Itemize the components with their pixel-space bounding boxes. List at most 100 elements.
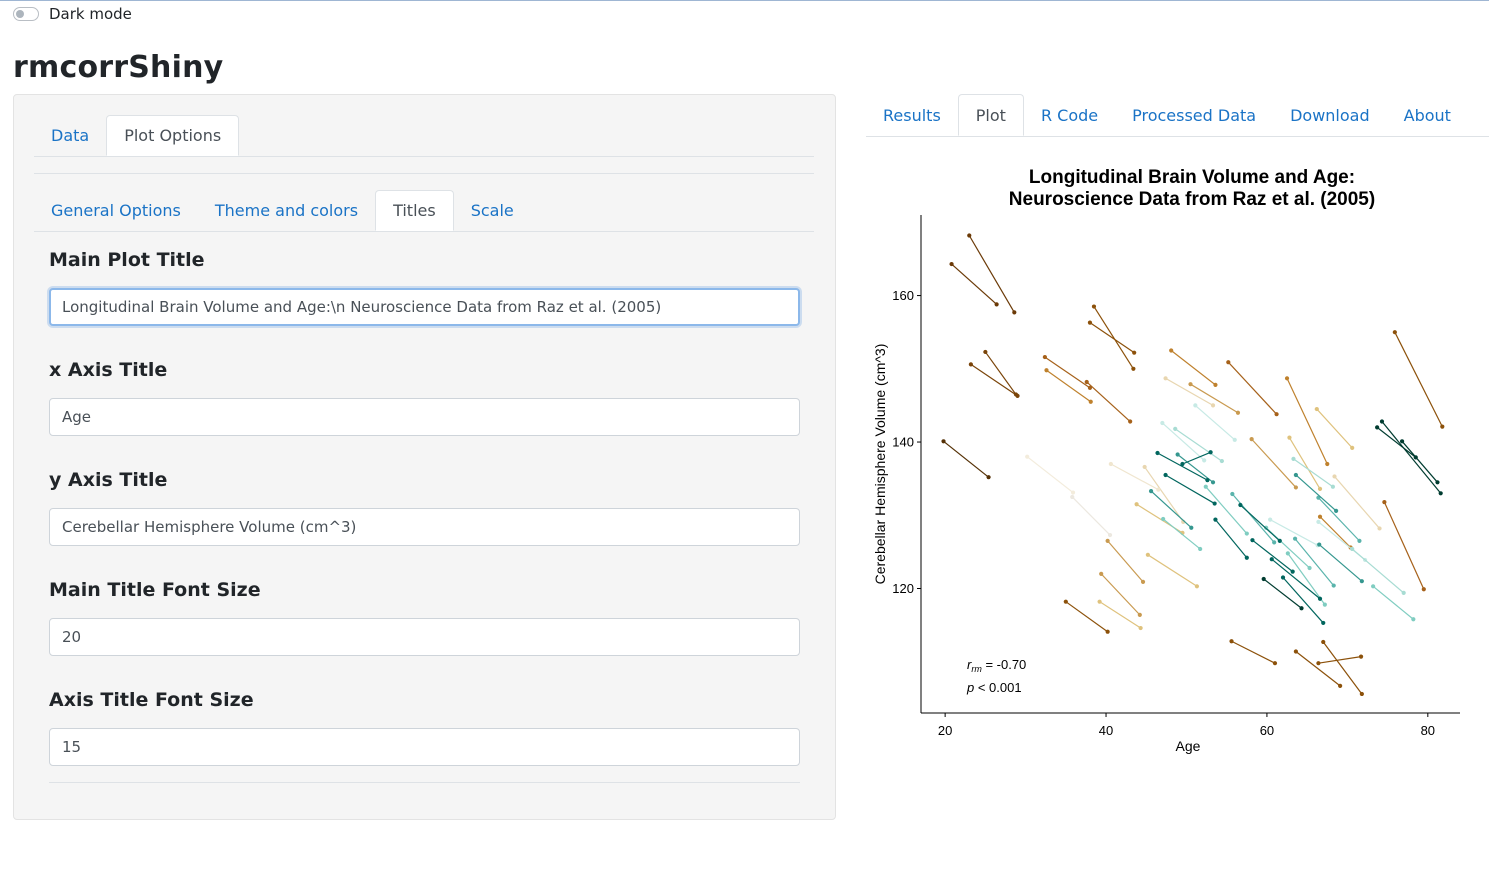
dark-mode-toggle[interactable]: Dark mode [13,5,132,23]
data-point [1042,354,1047,360]
data-point [1299,606,1304,611]
data-point [1156,487,1161,492]
series-51 [1293,472,1339,513]
data-point [1235,410,1241,415]
data-point [1173,426,1178,431]
tab-processed-data[interactable]: Processed Data [1132,105,1257,125]
series-fit-line [1295,651,1341,687]
data-point [1212,501,1217,506]
series-43 [1203,484,1249,536]
tab-separator [34,173,814,174]
series-1 [949,261,999,307]
main-tabs: Results Plot R Code Processed Data Downl… [866,94,1489,137]
data-point [1322,602,1327,607]
series-fit-line [1251,438,1297,488]
data-point [1314,406,1319,412]
series-53 [1175,452,1216,485]
series-15 [1084,379,1133,424]
data-point [1070,494,1075,500]
series-fit-line [1252,539,1294,573]
data-point [1107,532,1113,538]
data-point [983,349,988,355]
series-55 [1155,450,1210,483]
plot-title-line-2: Neuroscience Data from Raz et al. (2005) [1009,189,1375,210]
data-point [1084,379,1089,385]
data-point [1128,419,1133,424]
series-40 [1173,426,1224,464]
tab-results[interactable]: Results [883,105,941,125]
main-title-label: Main Plot Title [49,249,205,271]
data-point [941,439,946,444]
data-point [1272,661,1278,666]
series-9 [1293,649,1343,689]
x-tick-label: 40 [1099,723,1113,738]
data-point [1132,350,1137,355]
series-fit-line [1165,377,1214,406]
series-57 [1238,502,1282,543]
series-fit-line [970,363,1018,397]
subtab-titles[interactable]: Titles [375,190,454,231]
tab-data[interactable]: Data [51,126,90,145]
axis-title-font-size-input[interactable] [49,728,800,766]
data-point [1292,536,1298,541]
data-point [1015,393,1020,398]
series-fit-line [1194,404,1236,441]
data-point [1357,538,1362,543]
toggle-switch[interactable] [13,7,39,21]
tab-plot[interactable]: Plot [957,94,1024,136]
tab-download[interactable]: Download [1290,105,1370,125]
r-value: = -0.70 [982,657,1026,672]
series-21 [1188,382,1241,415]
y-tick-label: 140 [892,435,914,450]
subtab-general-options[interactable]: General Options [51,201,181,220]
series-fit-line [1161,422,1205,461]
series-fit-line [1319,516,1352,548]
subtab-theme-colors[interactable]: Theme and colors [214,201,359,220]
y-axis-title-label: y Axis Title [49,469,168,491]
y-axis-title-input[interactable] [49,508,800,546]
data-point [1097,599,1102,604]
series-10 [1321,639,1364,697]
subtab-scale[interactable]: Scale [470,201,514,220]
data-point [1440,424,1445,429]
data-point [1142,464,1147,470]
series-54 [1317,542,1364,584]
main-title-font-size-input[interactable] [49,618,800,656]
tab-plot-options[interactable]: Plot Options [106,115,240,156]
data-point [1169,348,1174,353]
series-fit-line [1293,458,1334,488]
data-point [949,261,954,267]
data-point [1087,320,1093,325]
tab-about[interactable]: About [1403,105,1451,125]
plot-options-subtabs: General Options Theme and colors Titles … [34,190,814,232]
tab-r-code[interactable]: R Code [1040,105,1099,125]
series-fit-line [1381,421,1442,494]
series-11 [1316,654,1364,666]
data-point [1280,575,1286,580]
series-fit-line [1086,381,1131,422]
data-point [1379,419,1385,424]
main-title-input[interactable] [49,288,800,326]
series-fit-line [1294,538,1335,586]
series-6 [1087,320,1137,355]
x-axis-title-input[interactable] [49,398,800,436]
series-27 [1287,435,1323,491]
series-32 [1332,474,1382,531]
data-point [1268,517,1273,522]
series-fit-line [1147,554,1198,587]
series-fit-line [1318,656,1362,664]
series-65 [1399,439,1440,485]
data-point [1399,439,1405,444]
plot-title-line-1: Longitudinal Brain Volume and Age: [1029,167,1355,188]
data-point [1148,488,1154,494]
series-fit-line [1157,452,1208,481]
series-42 [1350,546,1406,595]
data-point [1138,625,1143,631]
series-layer [941,233,1445,697]
series-fit-line [1227,361,1278,415]
data-point [1261,576,1266,582]
data-point [1088,399,1093,404]
series-64 [1379,419,1443,496]
data-point [1232,437,1237,442]
series-46 [1161,516,1203,552]
